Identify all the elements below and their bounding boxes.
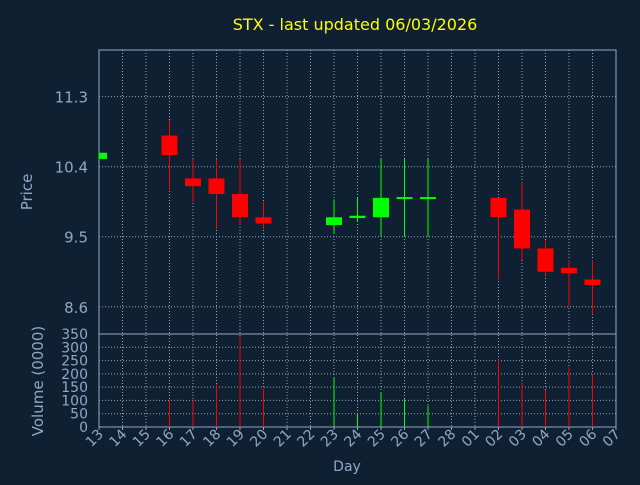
volume-tick-label: 150 [61, 380, 88, 396]
volume-tick-label: 0 [79, 420, 88, 436]
volume-tick-label: 200 [61, 367, 88, 383]
x-tick-label: 25 [365, 427, 389, 451]
candle-body [185, 178, 201, 187]
day-axis-label: Day [333, 459, 361, 475]
candle-body [561, 267, 577, 274]
candle-body [326, 217, 342, 226]
x-tick-label: 02 [482, 427, 506, 451]
volume-tick-label: 100 [61, 393, 88, 409]
x-tick-label: 27 [412, 427, 436, 451]
volume-axis-label: Volume (0000) [29, 326, 47, 436]
x-tick-label: 22 [294, 427, 318, 451]
x-tick-label: 01 [459, 427, 483, 451]
x-tick-label: 04 [529, 426, 553, 450]
x-tick-label: 06 [576, 426, 600, 450]
x-tick-label: 17 [177, 427, 201, 451]
candle-body [396, 197, 413, 200]
price-axis-label: Price [18, 174, 36, 211]
price-tick-label: 11.3 [55, 89, 88, 107]
x-tick-label: 05 [553, 427, 577, 451]
candle-body [490, 197, 507, 218]
x-tick-label: 18 [200, 427, 224, 451]
candle-body [208, 178, 225, 194]
candle-body [161, 135, 178, 156]
candle-body [232, 193, 248, 218]
x-axis: 13 14 15 16 17 18 19 20 21 22 23 24 25 26 27 28 01 02 03 04… [83, 426, 624, 450]
price-tick-label: 9.5 [64, 229, 88, 247]
x-tick-label: 21 [271, 427, 295, 451]
x-tick-label: 23 [318, 427, 342, 451]
price-tick-label: 8.6 [64, 299, 88, 317]
candle-body [373, 197, 389, 218]
x-tick-label: 26 [388, 426, 412, 450]
x-tick-label: 28 [435, 427, 459, 451]
candle-body [255, 217, 272, 224]
price-tick-label: 10.4 [55, 159, 88, 177]
x-tick-label: 07 [600, 427, 624, 451]
x-tick-label: 20 [247, 427, 271, 451]
price-panel: 8.6 9.5 10.4 11.3 [55, 49, 617, 427]
volume-tick-label: 50 [70, 407, 88, 423]
candle-body [99, 152, 107, 159]
x-tick-label: 24 [341, 426, 365, 450]
candle-body [420, 197, 436, 200]
x-tick-label: 19 [224, 427, 248, 451]
candle-body [349, 215, 366, 219]
candle-body [537, 248, 554, 272]
x-tick-label: 14 [106, 426, 130, 450]
candle-body [584, 279, 601, 285]
chart-title: STX - last updated 06/03/2026 [233, 15, 478, 34]
x-tick-label: 15 [130, 427, 154, 451]
volume-tick-label: 300 [61, 340, 88, 356]
x-tick-label: 16 [153, 426, 177, 450]
volume-tick-label: 250 [61, 354, 88, 370]
x-tick-label: 03 [506, 427, 530, 451]
candle-body [514, 209, 530, 249]
volume-tick-label: 350 [61, 327, 88, 343]
